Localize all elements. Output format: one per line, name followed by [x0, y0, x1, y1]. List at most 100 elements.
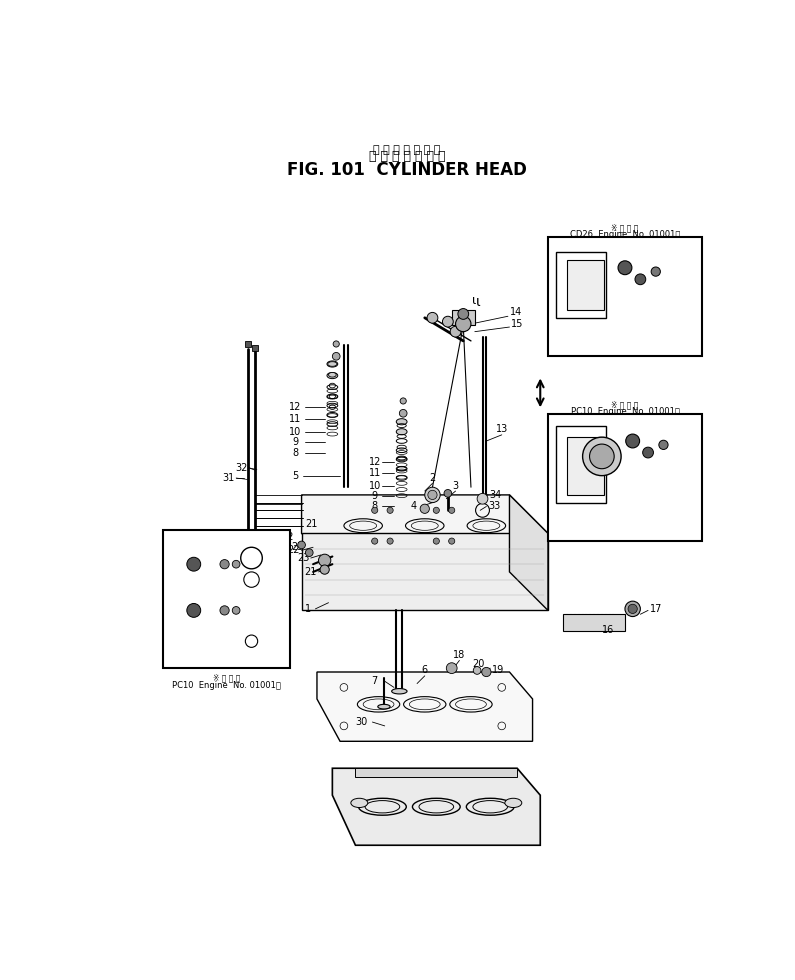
Ellipse shape — [505, 799, 522, 808]
Ellipse shape — [328, 362, 337, 367]
Text: 16: 16 — [602, 624, 615, 635]
Text: シ リ ン ダ ヘ ッ ド: シ リ ン ダ ヘ ッ ド — [374, 145, 440, 155]
Polygon shape — [332, 768, 541, 845]
Circle shape — [477, 493, 488, 504]
Circle shape — [590, 444, 615, 468]
Text: 36: 36 — [173, 538, 184, 548]
Circle shape — [446, 662, 457, 673]
Circle shape — [187, 604, 200, 617]
Text: 5: 5 — [293, 470, 299, 480]
Text: 23: 23 — [297, 553, 309, 563]
Circle shape — [482, 667, 491, 676]
Text: 11: 11 — [369, 468, 381, 478]
Polygon shape — [301, 495, 548, 572]
Bar — [567, 260, 604, 310]
Circle shape — [450, 326, 461, 337]
Circle shape — [232, 561, 240, 568]
Text: ※ 用 番 号: ※ 用 番 号 — [213, 673, 241, 682]
Polygon shape — [317, 672, 533, 741]
Circle shape — [428, 490, 437, 500]
Text: ι: ι — [472, 294, 476, 308]
Text: 35: 35 — [234, 646, 246, 657]
Bar — [252, 345, 258, 351]
Text: 23: 23 — [292, 542, 304, 553]
Text: ※ 用 番 号: ※ 用 番 号 — [611, 400, 638, 410]
Polygon shape — [301, 533, 548, 611]
Text: 18: 18 — [453, 650, 466, 661]
Text: 26: 26 — [556, 523, 568, 533]
Text: 21: 21 — [305, 519, 318, 529]
Text: 7: 7 — [371, 676, 378, 686]
Circle shape — [642, 447, 653, 458]
Text: 17: 17 — [650, 604, 662, 613]
Ellipse shape — [396, 418, 407, 425]
Bar — [548, 414, 702, 541]
Circle shape — [371, 508, 378, 514]
Bar — [452, 310, 475, 325]
Text: シ リ ン ダ ヘ ッ ド: シ リ ン ダ ヘ ッ ド — [369, 150, 445, 163]
Ellipse shape — [327, 372, 338, 378]
Text: 8: 8 — [371, 502, 378, 512]
Circle shape — [473, 666, 481, 674]
Text: 36: 36 — [173, 588, 184, 599]
Text: 33: 33 — [488, 502, 500, 512]
Bar — [567, 437, 604, 495]
Circle shape — [625, 601, 640, 616]
Text: 27: 27 — [677, 434, 689, 445]
Ellipse shape — [327, 361, 338, 368]
Text: 3: 3 — [452, 480, 459, 491]
Text: PC10  Engine  No. 01001〜: PC10 Engine No. 01001〜 — [173, 681, 281, 690]
Circle shape — [651, 267, 661, 276]
Circle shape — [443, 317, 453, 327]
Text: 37: 37 — [188, 594, 200, 604]
Text: 12: 12 — [289, 402, 301, 413]
Text: 29: 29 — [603, 423, 616, 433]
Text: 4: 4 — [410, 502, 417, 512]
Circle shape — [220, 560, 229, 568]
Bar — [548, 237, 702, 357]
Text: 34: 34 — [490, 490, 502, 500]
Text: 37: 37 — [189, 538, 201, 548]
Circle shape — [332, 353, 340, 360]
Circle shape — [425, 487, 440, 503]
Text: 9: 9 — [293, 437, 298, 447]
Ellipse shape — [251, 593, 259, 597]
Circle shape — [659, 440, 668, 450]
Circle shape — [320, 564, 329, 574]
Circle shape — [444, 489, 452, 497]
Circle shape — [448, 508, 455, 514]
Bar — [355, 768, 518, 777]
Text: 10: 10 — [369, 480, 381, 491]
Text: 15: 15 — [511, 318, 523, 329]
Circle shape — [635, 273, 646, 284]
Circle shape — [297, 541, 305, 549]
Text: 28: 28 — [665, 278, 677, 288]
Text: FIG. 101  CYLINDER HEAD: FIG. 101 CYLINDER HEAD — [287, 161, 527, 179]
Circle shape — [433, 538, 440, 544]
Text: 12: 12 — [369, 457, 381, 466]
Bar — [245, 341, 250, 347]
Circle shape — [319, 554, 331, 566]
Text: 24: 24 — [611, 490, 623, 500]
Circle shape — [387, 538, 394, 544]
Circle shape — [458, 309, 468, 319]
Text: 27: 27 — [677, 265, 689, 275]
Ellipse shape — [351, 799, 368, 808]
Text: 21: 21 — [304, 566, 317, 577]
Circle shape — [618, 261, 632, 274]
Text: 19: 19 — [492, 665, 504, 675]
Text: 26: 26 — [556, 344, 568, 354]
Text: CD26  Engine  No. 01001〜: CD26 Engine No. 01001〜 — [570, 230, 681, 239]
Text: 9: 9 — [371, 491, 378, 502]
Circle shape — [387, 508, 394, 514]
Text: 6: 6 — [421, 665, 428, 675]
Circle shape — [456, 317, 471, 331]
Circle shape — [583, 437, 621, 475]
Circle shape — [628, 605, 638, 613]
Bar — [556, 252, 606, 318]
Text: 2: 2 — [429, 473, 436, 483]
Ellipse shape — [396, 428, 407, 435]
Circle shape — [187, 558, 200, 571]
Bar — [163, 529, 290, 668]
Text: 22: 22 — [281, 532, 294, 542]
